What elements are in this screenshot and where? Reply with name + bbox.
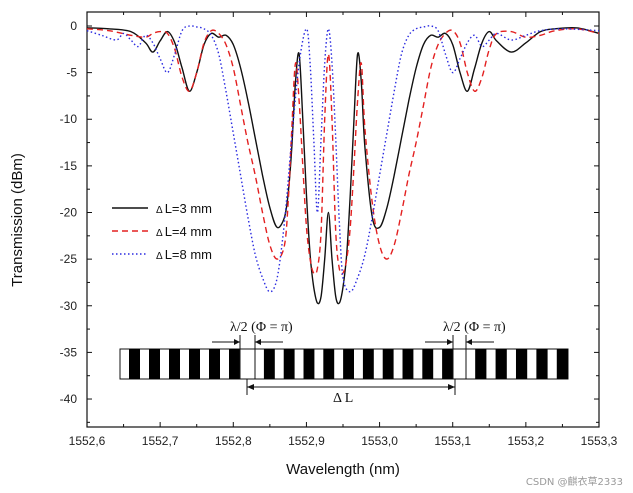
y-tick-label: -30 [60, 299, 78, 313]
grating-stripe-left [149, 349, 160, 379]
grating-stripe-middle [422, 349, 434, 379]
grating-stripe-middle [323, 349, 335, 379]
left-phase-shift-label: λ/2 (Φ = π) [230, 320, 293, 335]
legend-label-4mm: Δ L=4 mm [156, 224, 212, 239]
grating-stripe-middle [303, 349, 315, 379]
cavity-length-label: Δ L [333, 391, 353, 406]
phase-gap-arrowhead [466, 339, 472, 345]
grating-stripe-left [129, 349, 140, 379]
x-axis-title: Wavelength (nm) [286, 461, 400, 478]
y-tick-label: -5 [66, 66, 77, 80]
grating-schematic [119, 335, 569, 395]
watermark: CSDN @麒衣草2333 [526, 475, 623, 488]
grating-stripe-right [495, 349, 507, 379]
x-tick-label: 1553,1 [434, 434, 471, 448]
grating-stripe-left [189, 349, 200, 379]
grating-stripe-middle [343, 349, 354, 379]
grating-stripe-middle [263, 349, 275, 379]
x-tick-label: 1552,6 [69, 434, 106, 448]
grating-stripe-middle [442, 349, 453, 379]
right-phase-shift-label: λ/2 (Φ = π) [443, 320, 506, 335]
grating-stripe-right [556, 349, 568, 379]
y-tick-label: 0 [70, 19, 77, 33]
legend-label-3mm: Δ L=3 mm [156, 201, 212, 216]
y-tick-label: -20 [60, 206, 78, 220]
grating-stripe-middle [402, 349, 414, 379]
y-tick-label: -40 [60, 392, 78, 406]
axis-ticks: 1552,6 1552,7 1552,8 1552,9 1553,0 1553,1 1553… [60, 12, 618, 448]
y-tick-label: -25 [60, 252, 78, 266]
x-tick-label: 1553,0 [361, 434, 398, 448]
grating-stripe-right [515, 349, 528, 379]
grating-stripe-left [209, 349, 220, 379]
grating-stripe-middle [283, 349, 295, 379]
series-line-4mm [86, 27, 600, 275]
cavity-arrowhead [448, 384, 455, 390]
y-tick-label: -15 [60, 159, 78, 173]
series-layer [86, 25, 600, 305]
y-tick-label: -35 [60, 345, 78, 359]
series-line-3mm [86, 26, 600, 305]
phase-gap-arrowhead [234, 339, 240, 345]
grating-stripe-right [536, 349, 548, 379]
legend: Δ L=3 mm Δ L=4 mm Δ L=8 mm [112, 201, 212, 262]
x-tick-label: 1552,8 [215, 434, 252, 448]
x-tick-label: 1553,3 [581, 434, 618, 448]
grating-stripe-right [475, 349, 487, 379]
grating-stripe-middle [362, 349, 374, 379]
legend-label-8mm: Δ L=8 mm [156, 247, 212, 262]
x-tick-label: 1552,7 [142, 434, 179, 448]
y-tick-label: -10 [60, 112, 78, 126]
grating-stripe-left [229, 349, 240, 379]
series-line-8mm [86, 25, 600, 293]
y-axis-title: Transmission (dBm) [9, 153, 26, 287]
phase-gap-arrowhead [447, 339, 453, 345]
cavity-arrowhead [247, 384, 254, 390]
x-tick-label: 1552,9 [288, 434, 325, 448]
phase-gap-arrowhead [255, 339, 261, 345]
x-tick-label: 1553,2 [508, 434, 545, 448]
grating-stripe-middle [382, 349, 394, 379]
grating-stripe-left [169, 349, 180, 379]
